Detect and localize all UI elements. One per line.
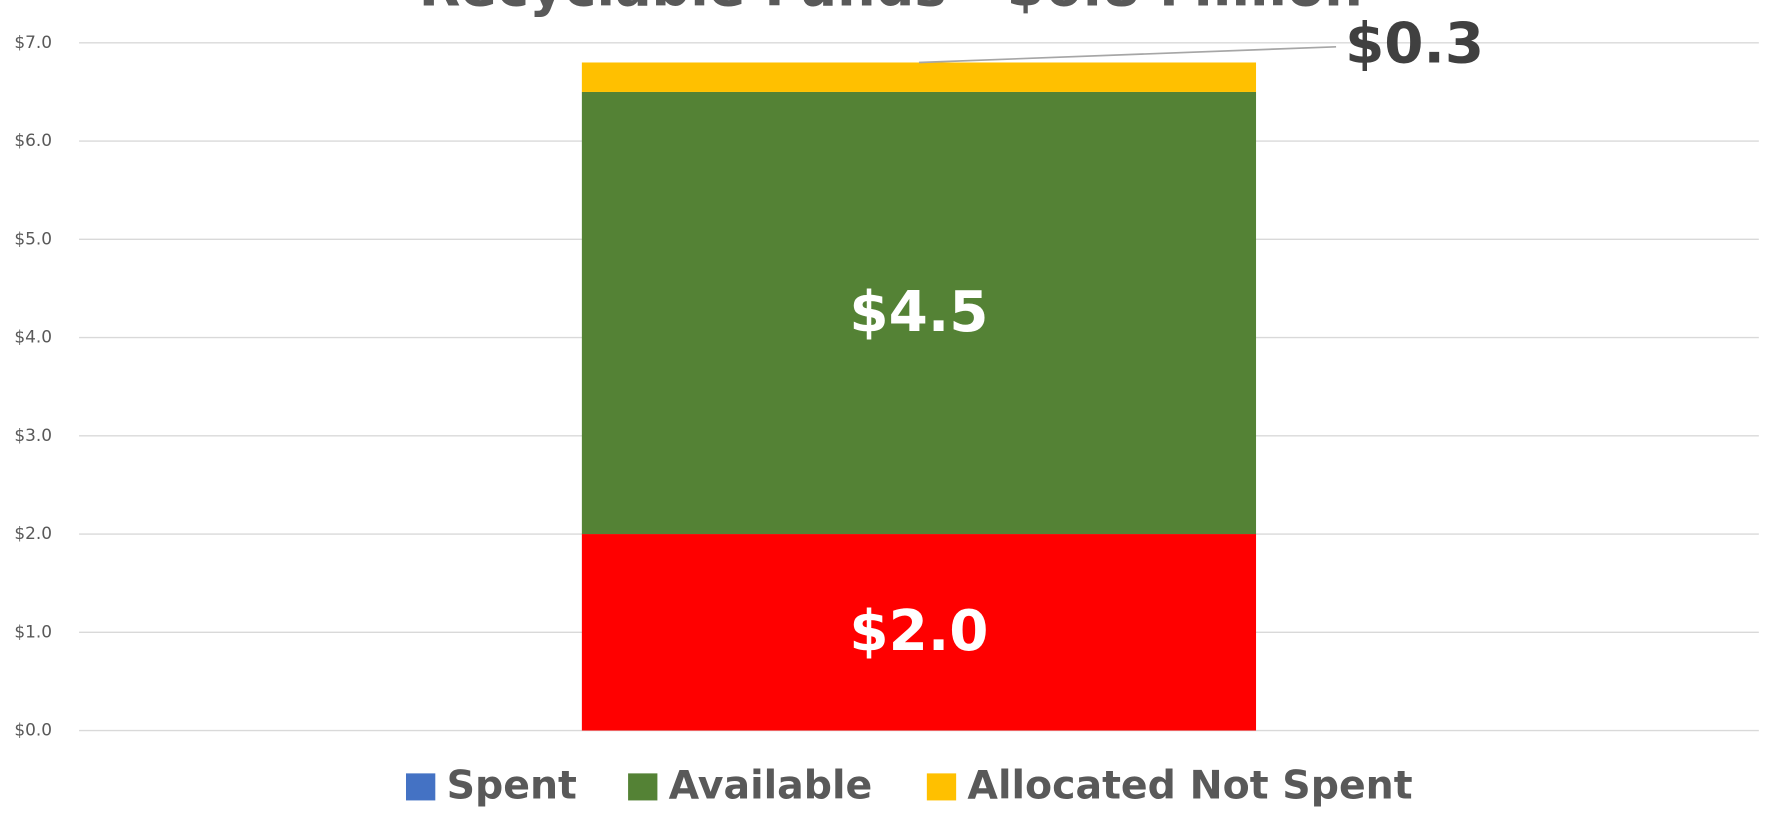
chart-title: Recyclable Funds - $6.8 Million (419, 0, 1363, 19)
y-tick-label: $7.0 (14, 32, 52, 52)
data-label: $4.5 (849, 280, 988, 345)
y-tick-label: $2.0 (14, 523, 52, 543)
y-tick-label: $6.0 (14, 130, 52, 150)
y-tick-label: $1.0 (14, 621, 52, 641)
bar-segment (581, 62, 1257, 92)
legend-label: Allocated Not Spent (967, 763, 1412, 809)
legend-swatch (926, 773, 957, 801)
y-tick-label: $5.0 (14, 228, 52, 248)
y-tick-label: $3.0 (14, 425, 52, 445)
y-tick-label: $4.0 (14, 327, 52, 347)
bar-segment (581, 91, 1257, 535)
leader-line (918, 45, 1337, 64)
bar-segment (581, 534, 1257, 731)
y-tick-label: $0.0 (14, 720, 52, 740)
legend-label: Spent (447, 763, 577, 809)
legend-swatch (628, 773, 658, 801)
data-label: $2.0 (849, 599, 988, 664)
legend-swatch (405, 773, 436, 801)
legend-label: Available (669, 763, 873, 809)
data-label: $0.3 (1345, 11, 1484, 76)
